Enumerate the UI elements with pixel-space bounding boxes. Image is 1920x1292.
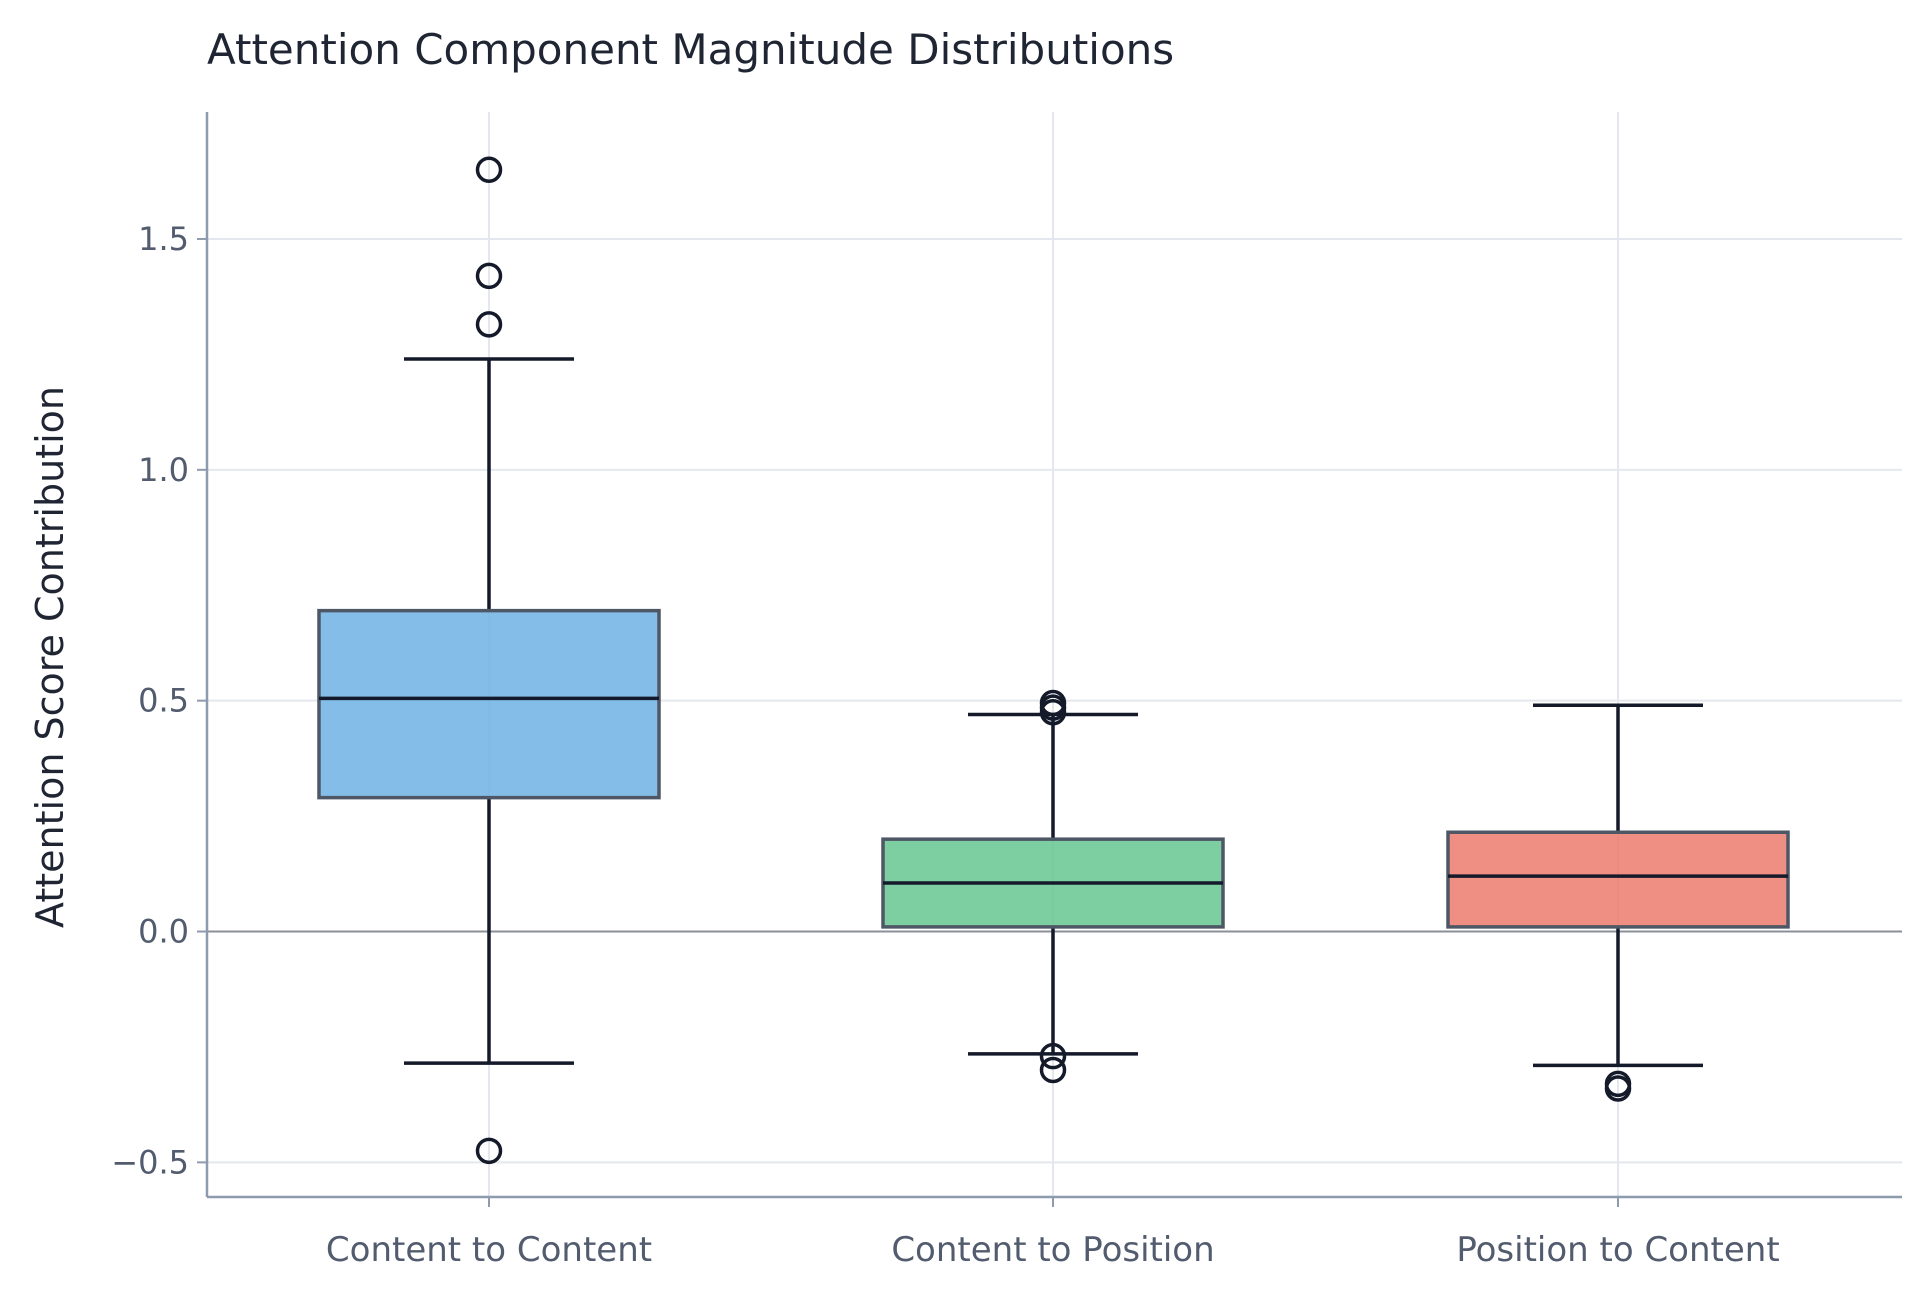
x-tick-label: Content to Content [326,1230,652,1270]
chart-title: Attention Component Magnitude Distributi… [207,25,1174,74]
y-axis-label: Attention Score Contribution [28,386,72,928]
box-group [881,689,1225,1084]
outlier-point [1039,698,1067,726]
box-iqr [317,608,661,800]
box-iqr [1446,830,1790,929]
box-group [1446,703,1790,1102]
y-tick-label: 1.0 [138,451,189,489]
outlier-point [1039,1042,1067,1070]
y-tick-label: 1.5 [138,220,189,258]
box-group [317,156,661,1165]
tick-labels: −0.5 0.0 0.5 1.0 1.5 Content to Content Conten… [111,220,1779,1270]
y-tick-label: 0.0 [138,913,189,951]
outlier-point [475,156,503,183]
axes [197,112,1902,1207]
y-tick-label: −0.5 [111,1143,189,1181]
outlier-point [1039,1056,1067,1084]
outlier-point [475,311,503,338]
x-tick-label: Content to Position [891,1230,1214,1270]
box-plots [317,156,1790,1165]
outlier-point [475,262,503,290]
outlier-point [475,1137,503,1165]
x-tick-label: Position to Content [1456,1230,1779,1270]
y-tick-label: 0.5 [138,682,189,720]
outlier-point [1604,1075,1632,1102]
